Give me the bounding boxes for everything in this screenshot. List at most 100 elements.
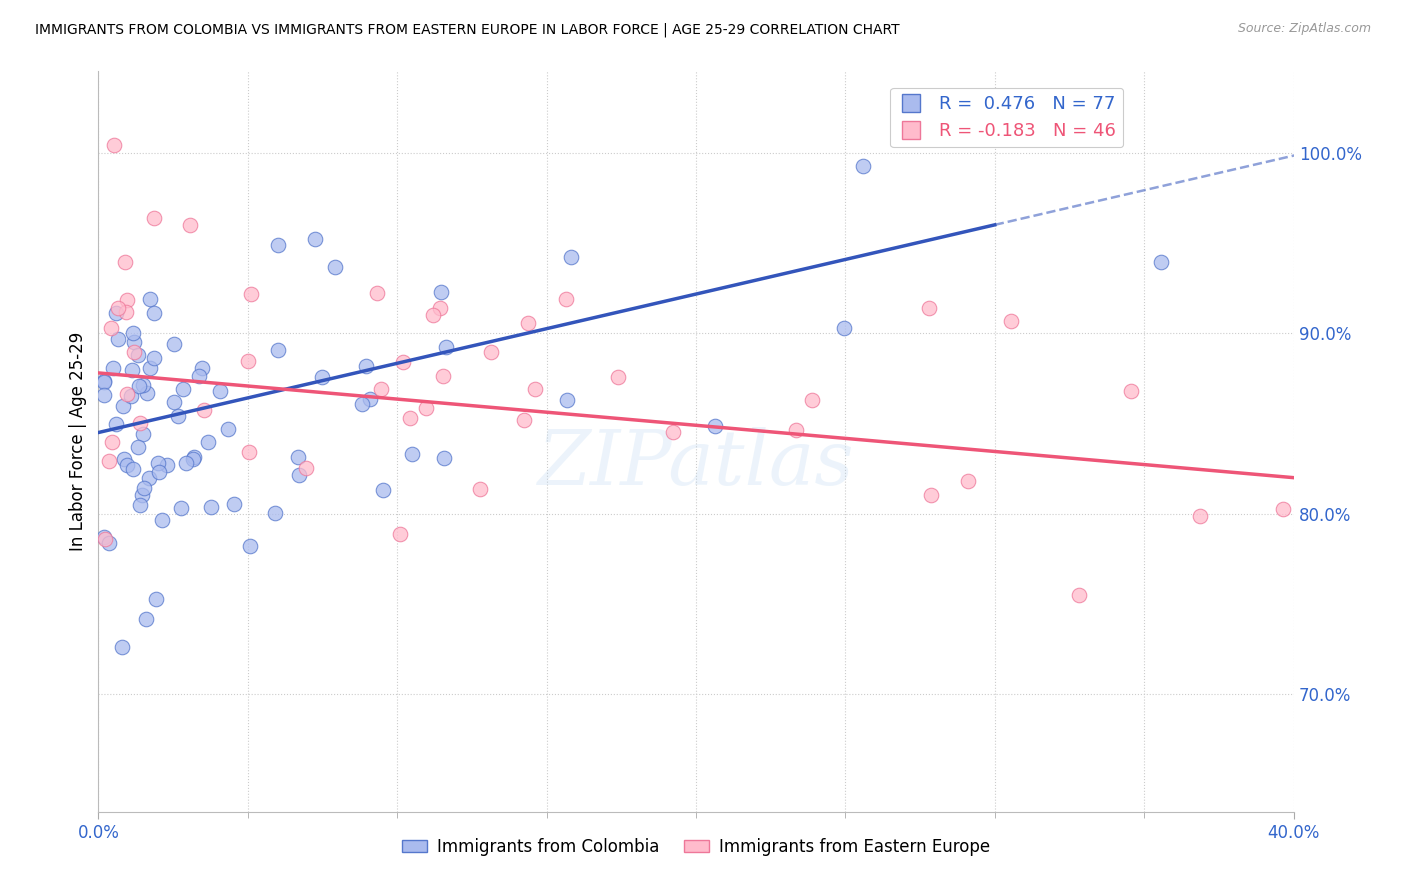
Point: [122, 345, 145, 359]
Point: [93, 375, 115, 389]
Point: [128, 378, 150, 392]
Text: Source: ZipAtlas.com: Source: ZipAtlas.com: [1237, 22, 1371, 36]
Point: [373, 483, 395, 497]
Text: ZIPatlas: ZIPatlas: [537, 426, 855, 500]
Point: [122, 334, 145, 349]
Point: [662, 425, 685, 439]
Point: [111, 399, 134, 413]
Point: [115, 458, 138, 473]
Point: [127, 440, 149, 454]
Point: [197, 434, 219, 449]
Point: [172, 382, 194, 396]
Point: [239, 539, 262, 553]
Point: [266, 238, 288, 252]
Point: [132, 427, 155, 442]
Point: [115, 387, 138, 401]
Point: [131, 488, 153, 502]
Point: [112, 451, 135, 466]
Point: [139, 292, 162, 306]
Point: [111, 640, 134, 655]
Point: [167, 409, 190, 423]
Point: [209, 384, 232, 398]
Point: [554, 292, 576, 306]
Point: [560, 251, 582, 265]
Point: [1272, 502, 1295, 516]
Point: [389, 527, 412, 541]
Legend: Immigrants from Colombia, Immigrants from Eastern Europe: Immigrants from Colombia, Immigrants fro…: [395, 831, 997, 863]
Point: [224, 498, 246, 512]
Point: [183, 450, 205, 465]
Point: [1066, 110, 1088, 124]
Point: [181, 452, 204, 467]
Point: [415, 401, 437, 416]
Point: [264, 506, 287, 520]
Y-axis label: In Labor Force | Age 25-29: In Labor Force | Age 25-29: [69, 332, 87, 551]
Point: [103, 137, 125, 152]
Point: [98, 536, 121, 550]
Text: IMMIGRANTS FROM COLOMBIA VS IMMIGRANTS FROM EASTERN EUROPE IN LABOR FORCE | AGE : IMMIGRANTS FROM COLOMBIA VS IMMIGRANTS F…: [35, 22, 900, 37]
Point: [920, 488, 942, 502]
Point: [304, 232, 326, 246]
Point: [142, 305, 165, 319]
Point: [146, 457, 169, 471]
Point: [468, 482, 491, 496]
Point: [142, 351, 165, 366]
Point: [104, 417, 127, 432]
Point: [429, 301, 451, 316]
Point: [103, 361, 125, 376]
Point: [163, 337, 186, 351]
Point: [323, 260, 346, 274]
Point: [217, 422, 239, 436]
Point: [122, 461, 145, 475]
Point: [150, 513, 173, 527]
Point: [101, 435, 124, 450]
Point: [352, 396, 374, 410]
Point: [524, 382, 547, 396]
Point: [129, 498, 152, 512]
Point: [139, 361, 162, 376]
Point: [170, 500, 193, 515]
Point: [93, 530, 115, 544]
Point: [1000, 313, 1022, 327]
Point: [366, 286, 388, 301]
Point: [174, 456, 197, 470]
Point: [401, 447, 423, 461]
Point: [120, 389, 142, 403]
Point: [432, 369, 454, 384]
Point: [135, 612, 157, 626]
Point: [1150, 255, 1173, 269]
Point: [105, 306, 128, 320]
Point: [785, 424, 807, 438]
Point: [107, 301, 129, 315]
Point: [148, 465, 170, 479]
Point: [267, 343, 290, 357]
Point: [138, 471, 160, 485]
Point: [832, 321, 855, 335]
Point: [143, 211, 166, 226]
Point: [129, 416, 152, 430]
Point: [122, 326, 145, 340]
Point: [288, 468, 311, 483]
Point: [240, 287, 263, 301]
Point: [145, 591, 167, 606]
Point: [132, 378, 155, 392]
Point: [1119, 384, 1142, 398]
Point: [100, 320, 122, 334]
Point: [127, 348, 149, 362]
Point: [607, 370, 630, 384]
Point: [436, 340, 458, 354]
Point: [359, 392, 381, 407]
Point: [398, 410, 420, 425]
Point: [479, 345, 502, 359]
Point: [188, 368, 211, 383]
Point: [200, 500, 222, 514]
Point: [93, 387, 115, 401]
Point: [516, 316, 538, 330]
Point: [555, 393, 578, 408]
Point: [238, 353, 260, 368]
Point: [311, 369, 333, 384]
Point: [513, 413, 536, 427]
Point: [107, 332, 129, 346]
Point: [370, 382, 392, 396]
Point: [1069, 588, 1091, 602]
